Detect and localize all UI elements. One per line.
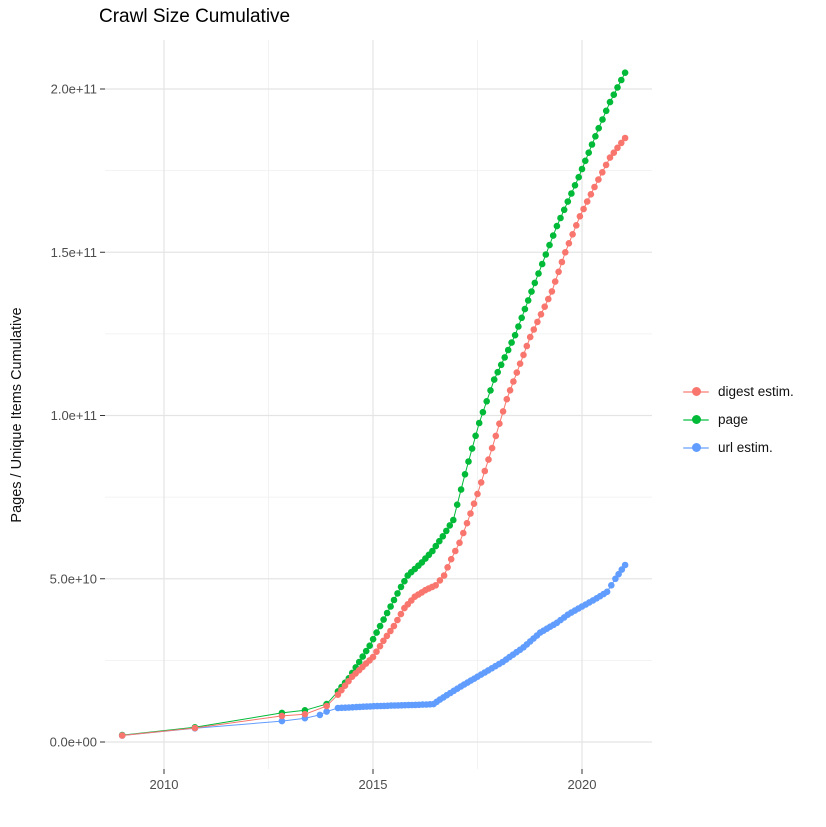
legend: digest estim. page url estim. xyxy=(683,382,794,457)
y-tick-label: 5.0e+10 xyxy=(50,571,97,586)
legend-label: page xyxy=(718,412,749,427)
chart-title: Crawl Size Cumulative xyxy=(99,6,291,27)
legend-dot-icon xyxy=(691,443,701,452)
plot-panel xyxy=(105,40,652,769)
legend-item-url-estim: url estim. xyxy=(683,438,794,457)
legend-dot-icon xyxy=(691,387,701,396)
x-tick-label: 2020 xyxy=(568,777,597,792)
series-dots-url-estim xyxy=(118,561,629,739)
x-tick-label: 2010 xyxy=(150,777,179,792)
y-tick-label: 0.0e+00 xyxy=(50,735,97,750)
y-tick-label: 1.5e+11 xyxy=(51,245,97,260)
y-tick-label: 1.0e+11 xyxy=(51,408,97,423)
y-axis-title: Pages / Unique Items Cumulative xyxy=(9,307,25,523)
y-tick-label: 2.0e+11 xyxy=(51,82,97,97)
legend-item-page: page xyxy=(683,410,794,429)
legend-key-icon xyxy=(683,383,709,401)
x-tick-label: 2015 xyxy=(359,777,388,792)
legend-dot-icon xyxy=(691,415,701,424)
legend-item-digest-estim: digest estim. xyxy=(683,382,794,401)
series-dots-digest-estim xyxy=(118,134,629,739)
legend-key-icon xyxy=(683,411,709,429)
series-dots-page xyxy=(118,69,629,739)
legend-label: url estim. xyxy=(718,440,773,455)
legend-key-icon xyxy=(683,439,709,457)
legend-label: digest estim. xyxy=(718,384,794,399)
